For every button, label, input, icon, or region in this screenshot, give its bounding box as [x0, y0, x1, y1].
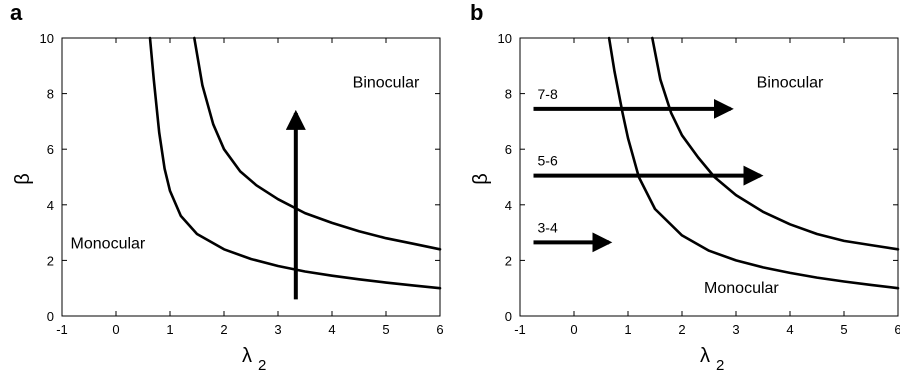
region-label: Monocular	[71, 236, 146, 253]
x-tick-label: 0	[112, 322, 119, 337]
plot-frame	[519, 37, 899, 317]
y-tick-label: 6	[47, 142, 54, 157]
x-tick-label: 1	[166, 322, 173, 337]
x-axis-label: λ	[242, 345, 252, 367]
panel-label: a	[10, 0, 23, 25]
boundary-curve	[148, 36, 442, 290]
x-tick-label: -1	[514, 322, 526, 337]
y-tick-label: 2	[47, 253, 54, 268]
y-tick-label: 4	[505, 198, 512, 213]
y-axis-label: β	[470, 173, 492, 185]
x-tick-label: 3	[274, 322, 281, 337]
x-tick-label: 2	[220, 322, 227, 337]
y-tick-label: 2	[505, 253, 512, 268]
x-axis-label: λ	[700, 345, 710, 367]
region-label: Binocular	[757, 74, 824, 91]
x-tick-label: 5	[382, 322, 389, 337]
arrow-label: 7-8	[538, 86, 558, 102]
x-tick-label: 5	[840, 322, 847, 337]
x-tick-label: 4	[328, 322, 335, 337]
boundary-curve	[193, 36, 442, 251]
y-tick-label: 10	[40, 31, 54, 46]
x-tick-label: 4	[786, 322, 793, 337]
x-tick-label: 1	[624, 322, 631, 337]
panel-label: b	[470, 0, 483, 25]
region-label: Binocular	[353, 74, 420, 91]
y-tick-label: 4	[47, 198, 54, 213]
plot-frame	[61, 37, 441, 317]
x-tick-label: 6	[894, 322, 900, 337]
y-tick-label: 8	[505, 87, 512, 102]
x-tick-label: 6	[436, 322, 443, 337]
boundary-curve	[607, 36, 900, 290]
y-tick-label: 10	[498, 31, 512, 46]
y-axis-label: β	[12, 173, 34, 185]
y-tick-label: 8	[47, 87, 54, 102]
x-axis-label-subscript: 2	[258, 357, 266, 374]
x-tick-label: -1	[56, 322, 68, 337]
y-tick-label: 6	[505, 142, 512, 157]
x-tick-label: 0	[570, 322, 577, 337]
y-tick-label: 0	[505, 309, 512, 324]
arrow-label: 3-4	[538, 219, 558, 235]
x-tick-label: 3	[732, 322, 739, 337]
x-axis-label-subscript: 2	[716, 357, 724, 374]
boundary-curve	[650, 36, 900, 251]
arrow-label: 5-6	[538, 153, 558, 169]
y-tick-label: 0	[47, 309, 54, 324]
region-label: Monocular	[704, 280, 779, 297]
x-tick-label: 2	[678, 322, 685, 337]
